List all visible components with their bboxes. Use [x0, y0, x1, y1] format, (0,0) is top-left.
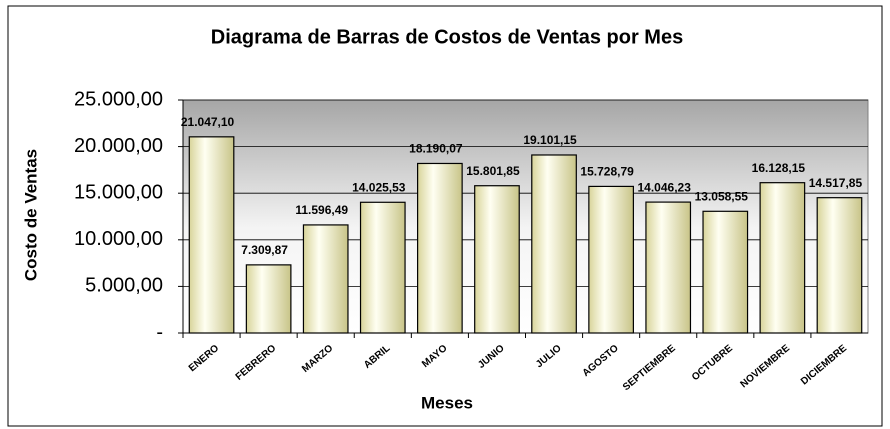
y-tick-label: 15.000,00	[74, 181, 163, 203]
value-label: 14.025,53	[352, 180, 406, 194]
plot-area	[182, 99, 869, 334]
y-tick-label: 5.000,00	[85, 275, 163, 297]
x-axis-label: Meses	[421, 393, 473, 412]
value-label: 14.517,85	[809, 176, 863, 190]
bar	[531, 154, 577, 334]
value-label: 15.728,79	[580, 165, 634, 179]
y-tick-label: 25.000,00	[74, 88, 163, 110]
bar	[759, 182, 806, 334]
y-tick-label: -	[156, 321, 163, 343]
bar	[645, 201, 692, 334]
value-label: 11.596,49	[295, 203, 348, 217]
value-label: 13.058,55	[695, 189, 749, 203]
bar	[474, 185, 520, 334]
chart-title: Diagrama de Barras de Costos de Ventas p…	[211, 26, 683, 48]
value-label: 19.101,15	[523, 133, 577, 147]
value-label: 21.047,10	[181, 115, 235, 129]
bar	[816, 197, 863, 334]
bar	[245, 264, 292, 334]
value-label: 16.128,15	[752, 161, 806, 175]
value-label: 18.190,07	[409, 142, 463, 156]
value-label: 7.309,87	[241, 243, 288, 257]
bar	[702, 210, 749, 334]
y-axis-label: Costo de Ventas	[21, 149, 40, 281]
bar	[417, 162, 463, 334]
value-label: 15.801,85	[466, 164, 520, 178]
bar	[359, 201, 406, 334]
value-label: 14.046,23	[638, 180, 692, 194]
bar	[302, 224, 349, 334]
bar	[188, 136, 235, 334]
bar	[588, 185, 634, 334]
y-tick-label: 20.000,00	[74, 135, 163, 157]
y-tick-label: 10.000,00	[74, 228, 163, 250]
